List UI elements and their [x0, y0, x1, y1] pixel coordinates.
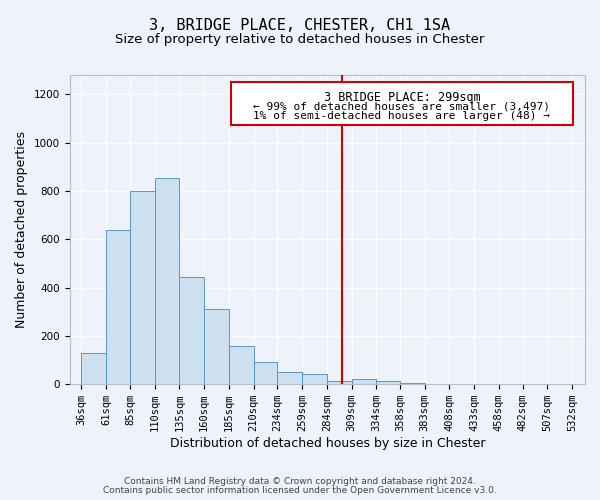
Bar	[302, 374, 327, 384]
Text: 3, BRIDGE PLACE, CHESTER, CH1 1SA: 3, BRIDGE PLACE, CHESTER, CH1 1SA	[149, 18, 451, 32]
Y-axis label: Number of detached properties: Number of detached properties	[15, 131, 28, 328]
Text: Contains public sector information licensed under the Open Government Licence v3: Contains public sector information licen…	[103, 486, 497, 495]
Bar	[82, 353, 106, 384]
Bar	[254, 362, 277, 384]
Bar	[352, 380, 376, 384]
Bar	[106, 230, 130, 384]
Text: Size of property relative to detached houses in Chester: Size of property relative to detached ho…	[115, 32, 485, 46]
Bar	[400, 383, 425, 384]
Text: Contains HM Land Registry data © Crown copyright and database right 2024.: Contains HM Land Registry data © Crown c…	[124, 477, 476, 486]
Bar	[277, 372, 302, 384]
Bar	[327, 380, 352, 384]
Bar	[130, 191, 155, 384]
Text: ← 99% of detached houses are smaller (3,497): ← 99% of detached houses are smaller (3,…	[253, 102, 550, 112]
Text: 1% of semi-detached houses are larger (48) →: 1% of semi-detached houses are larger (4…	[253, 111, 550, 121]
Bar	[231, 82, 573, 124]
Bar	[204, 310, 229, 384]
Bar	[179, 276, 204, 384]
Bar	[229, 346, 254, 384]
Bar	[155, 178, 179, 384]
Text: 3 BRIDGE PLACE: 299sqm: 3 BRIDGE PLACE: 299sqm	[323, 92, 481, 104]
X-axis label: Distribution of detached houses by size in Chester: Distribution of detached houses by size …	[170, 437, 485, 450]
Bar	[376, 382, 400, 384]
